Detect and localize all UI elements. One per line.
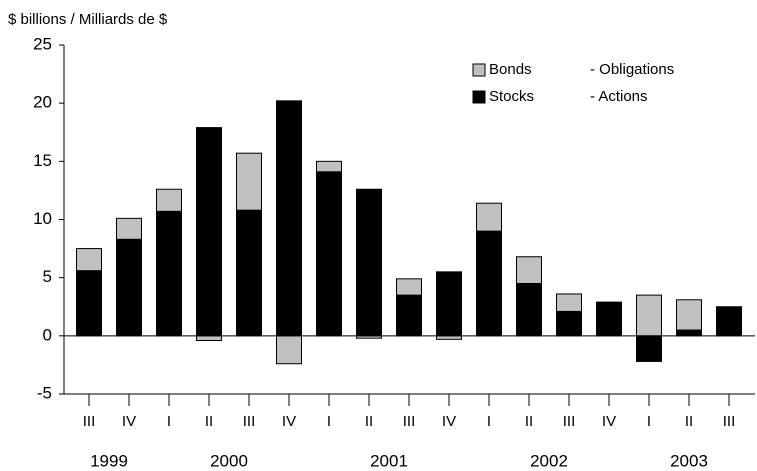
x-tick-label: II <box>685 413 693 430</box>
bar-segment <box>76 248 102 272</box>
bar-segment <box>516 256 542 284</box>
x-tick-label: I <box>167 413 171 430</box>
y-tick-label: 0 <box>43 325 52 344</box>
y-tick-label: -5 <box>37 383 52 402</box>
x-tick-label: IV <box>442 413 456 430</box>
bar-segment <box>676 299 702 331</box>
x-tick-label: III <box>243 413 256 430</box>
bar-segment <box>476 202 502 232</box>
bar-segment <box>436 335 462 340</box>
bar-segment <box>156 188 182 212</box>
y-tick-label: 20 <box>33 93 52 112</box>
year-label: 2000 <box>210 451 248 470</box>
year-label: 2002 <box>530 451 568 470</box>
x-tick-label: III <box>563 413 576 430</box>
bar-segment <box>236 209 262 337</box>
x-tick-label: II <box>525 413 533 430</box>
x-tick-label: II <box>365 413 373 430</box>
y-tick-label: 15 <box>33 151 52 170</box>
y-tick-label: 25 <box>33 34 52 53</box>
x-tick-label: III <box>723 413 736 430</box>
bar-segment <box>196 335 222 341</box>
legend-label-fr: - Obligations <box>590 61 674 78</box>
bar-segment <box>276 335 302 365</box>
bar-segment <box>396 294 422 337</box>
year-label: 2003 <box>670 451 708 470</box>
y-axis-label: $ billions / Milliards de $ <box>8 11 168 28</box>
year-label: 1999 <box>90 451 128 470</box>
x-tick-label: IV <box>602 413 616 430</box>
y-tick-label: 10 <box>33 209 52 228</box>
bar-segment <box>356 188 382 337</box>
bar-segment <box>556 293 582 312</box>
legend-label: Stocks <box>489 88 534 105</box>
x-tick-label: I <box>487 413 491 430</box>
x-tick-label: I <box>327 413 331 430</box>
bar-segment <box>476 230 502 337</box>
bar-segment <box>316 160 342 173</box>
bar-segment <box>436 271 462 337</box>
legend-swatch <box>472 90 486 104</box>
bar-segment <box>116 217 142 240</box>
bar-segment <box>196 127 222 337</box>
bar-segment <box>556 310 582 337</box>
bar-segment <box>596 301 622 337</box>
x-tick-label: IV <box>282 413 296 430</box>
x-tick-label: IV <box>122 413 136 430</box>
bar-segment <box>156 210 182 337</box>
legend-swatch <box>472 63 486 77</box>
x-tick-label: II <box>205 413 213 430</box>
bar-segment <box>516 282 542 337</box>
x-tick-label: III <box>83 413 96 430</box>
x-tick-label: I <box>647 413 651 430</box>
legend-label-fr: - Actions <box>590 88 648 105</box>
bar-segment <box>276 100 302 337</box>
bar-segment <box>636 294 662 337</box>
bar-segment <box>76 270 102 337</box>
bar-segment <box>676 329 702 337</box>
bar-segment <box>396 278 422 296</box>
bar-segment <box>116 238 142 337</box>
legend-label: Bonds <box>489 61 532 78</box>
year-label: 2001 <box>370 451 408 470</box>
x-tick-label: III <box>403 413 416 430</box>
bar-segment <box>316 171 342 337</box>
bar-segment <box>236 152 262 211</box>
bar-segment <box>636 335 662 362</box>
bar-segment <box>716 306 742 337</box>
y-tick-label: 5 <box>43 267 52 286</box>
